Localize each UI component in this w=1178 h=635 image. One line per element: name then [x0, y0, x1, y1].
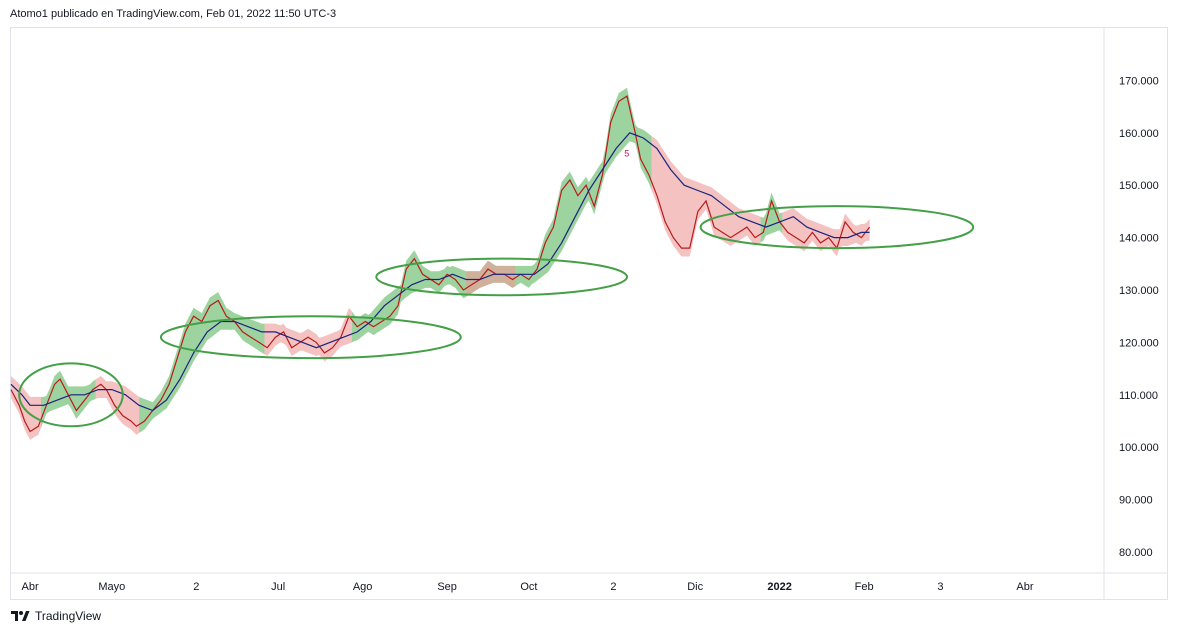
cloud-segment-down — [782, 208, 870, 257]
cloud-segment-up — [760, 192, 783, 243]
x-tick-label: Dic — [687, 581, 703, 593]
x-tick-label: Ago — [353, 581, 373, 593]
y-tick-label: 90.000 — [1119, 495, 1153, 507]
y-axis: 170.000 160.000 150.000 140.000 130.000 120.0… — [1103, 28, 1159, 599]
y-tick-label: 140.000 — [1119, 233, 1159, 245]
x-tick-label: Sep — [437, 581, 457, 593]
cloud-segment-down — [264, 307, 352, 362]
cloud-segment-down — [651, 136, 761, 257]
x-tick-label: 2 — [193, 581, 199, 593]
x-tick-label: 2 — [610, 581, 616, 593]
cloud-segment-down — [11, 376, 41, 440]
x-tick-label: Oct — [520, 581, 537, 593]
highlight-ellipse — [699, 205, 975, 250]
x-tick-label: Abr — [22, 581, 39, 593]
footer-brand: TradingView — [35, 609, 102, 623]
x-tick-label: 3 — [937, 581, 943, 593]
x-tick-label: Mayo — [98, 581, 125, 593]
tradingview-logo-icon — [11, 611, 30, 621]
x-tick-label: 2022 — [767, 581, 791, 593]
annotations-layer: 5 — [18, 148, 975, 428]
moving-average-line — [10, 132, 870, 412]
highlight-ellipse — [159, 315, 462, 360]
line-layer — [10, 95, 871, 433]
y-tick-label: 120.000 — [1119, 337, 1159, 349]
chart-frame[interactable] — [10, 27, 1168, 600]
x-tick-label: Feb — [855, 581, 874, 593]
y-tick-label: 160.000 — [1119, 128, 1159, 140]
x-tick-label: Jul — [271, 581, 285, 593]
footer: TradingView — [10, 609, 101, 623]
y-tick-label: 110.000 — [1119, 390, 1158, 402]
cloud-segment-up — [351, 297, 385, 343]
cloud-area — [11, 87, 870, 440]
highlight-ellipse — [18, 362, 124, 428]
x-axis: Abr Mayo 2 Jul Ago Sep Oct 2 Dic 2022 Feb 3 Abr — [11, 572, 1167, 593]
y-tick-label: 80.000 — [1119, 547, 1153, 559]
chart-header: Atomo1 publicado en TradingView.com, Feb… — [10, 8, 337, 20]
marker-label: 5 — [624, 148, 629, 158]
cloud-segment-up — [139, 292, 265, 433]
price-line — [10, 95, 871, 433]
highlight-ellipse — [375, 257, 629, 297]
y-tick-label: 100.000 — [1119, 442, 1159, 454]
y-tick-label: 170.000 — [1119, 75, 1159, 87]
y-tick-label: 150.000 — [1119, 180, 1159, 192]
x-tick-label: Abr — [1016, 581, 1033, 593]
cloud-segment-down — [466, 260, 516, 297]
y-tick-label: 130.000 — [1119, 285, 1159, 297]
